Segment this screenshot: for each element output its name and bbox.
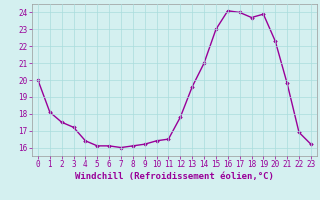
X-axis label: Windchill (Refroidissement éolien,°C): Windchill (Refroidissement éolien,°C) [75,172,274,181]
